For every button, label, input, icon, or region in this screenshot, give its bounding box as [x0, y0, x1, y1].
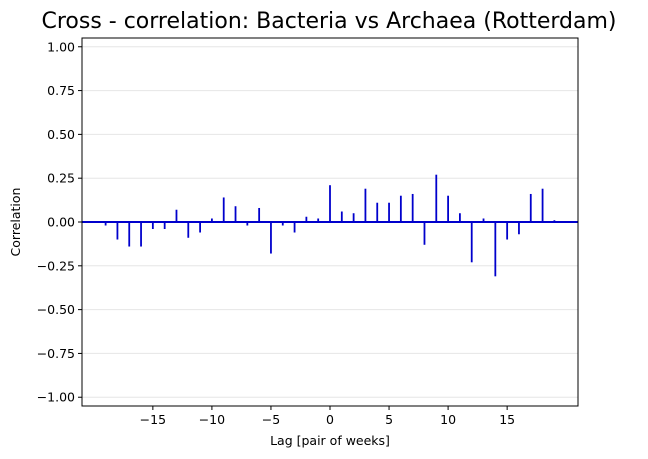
stem-bars	[104, 174, 556, 277]
y-axis-ticks: −1.00 −0.75 −0.50 −0.25 0.00 0.25 0.50 0.75 1.00	[37, 39, 82, 405]
y-tick-label-8: 1.00	[47, 39, 75, 54]
x-tick-label-1: −10	[199, 412, 225, 427]
y-axis-label: Correlation	[8, 188, 23, 257]
chart-title: Cross - correlation: Bacteria vs Archaea…	[41, 9, 616, 34]
y-tick-label-7: 0.75	[47, 83, 75, 98]
x-axis-label: Lag [pair of weeks]	[270, 433, 390, 448]
x-axis-ticks: −15 −10 −5 0 5 10 15	[140, 406, 515, 427]
x-tick-label-2: −5	[262, 412, 280, 427]
y-tick-label-4: 0.00	[47, 215, 75, 230]
y-tick-label-6: 0.50	[47, 127, 75, 142]
y-tick-label-2: −0.50	[37, 302, 75, 317]
y-tick-label-3: −0.25	[37, 258, 75, 273]
x-tick-label-0: −15	[140, 412, 166, 427]
x-tick-label-5: 10	[440, 412, 456, 427]
y-tick-label-0: −1.00	[37, 390, 75, 405]
y-tick-label-5: 0.25	[47, 171, 75, 186]
y-tick-label-1: −0.75	[37, 346, 75, 361]
x-tick-label-3: 0	[326, 412, 334, 427]
x-tick-label-6: 15	[499, 412, 515, 427]
x-tick-label-4: 5	[385, 412, 393, 427]
